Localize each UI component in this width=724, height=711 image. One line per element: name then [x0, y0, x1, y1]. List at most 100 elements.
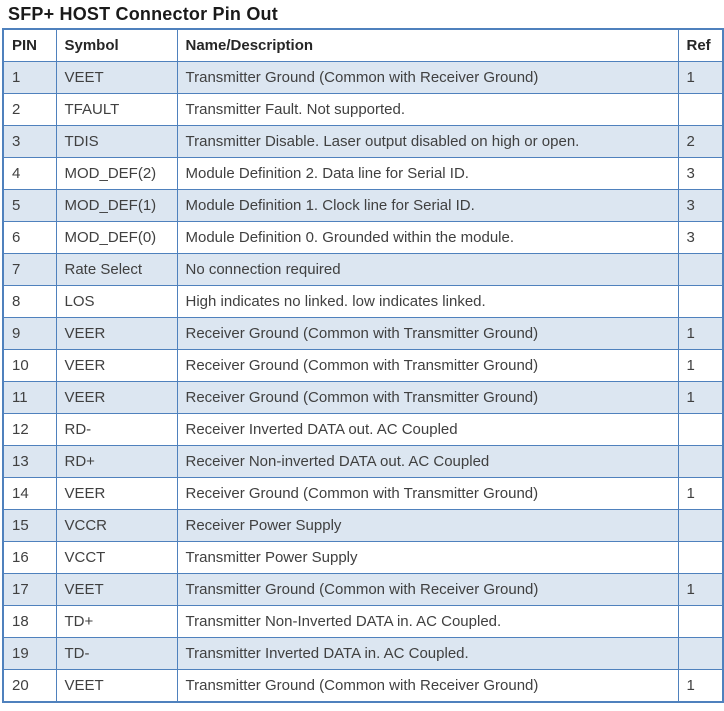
cell-description: Receiver Ground (Common with Transmitter… — [176, 317, 679, 350]
cell-symbol: VEET — [55, 61, 178, 94]
cell-ref: 3 — [677, 189, 724, 222]
cell-description: Transmitter Ground (Common with Receiver… — [176, 573, 679, 606]
cell-symbol: VEER — [55, 317, 178, 350]
table-body: 1 VEET Transmitter Ground (Common with R… — [2, 61, 724, 703]
cell-description: Transmitter Power Supply — [176, 541, 679, 574]
table-row: 19 TD- Transmitter Inverted DATA in. AC … — [2, 637, 724, 670]
cell-ref: 1 — [677, 381, 724, 414]
table-row: 1 VEET Transmitter Ground (Common with R… — [2, 61, 724, 94]
table-row: 15 VCCR Receiver Power Supply — [2, 509, 724, 542]
table-row: 5 MOD_DEF(1) Module Definition 1. Clock … — [2, 189, 724, 222]
cell-symbol: LOS — [55, 285, 178, 318]
cell-pin: 10 — [2, 349, 57, 382]
cell-ref: 1 — [677, 573, 724, 606]
table-row: 6 MOD_DEF(0) Module Definition 0. Ground… — [2, 221, 724, 254]
cell-pin: 16 — [2, 541, 57, 574]
cell-description: Module Definition 2. Data line for Seria… — [176, 157, 679, 190]
cell-ref: 1 — [677, 317, 724, 350]
table-row: 18 TD+ Transmitter Non-Inverted DATA in.… — [2, 605, 724, 638]
table-row: 12 RD- Receiver Inverted DATA out. AC Co… — [2, 413, 724, 446]
cell-pin: 14 — [2, 477, 57, 510]
cell-ref: 1 — [677, 669, 724, 703]
cell-ref — [677, 253, 724, 286]
table-row: 14 VEER Receiver Ground (Common with Tra… — [2, 477, 724, 510]
cell-ref: 1 — [677, 61, 724, 94]
cell-symbol: RD+ — [55, 445, 178, 478]
cell-description: High indicates no linked. low indicates … — [176, 285, 679, 318]
cell-ref — [677, 93, 724, 126]
cell-description: Transmitter Ground (Common with Receiver… — [176, 61, 679, 94]
cell-symbol: VEET — [55, 573, 178, 606]
cell-pin: 3 — [2, 125, 57, 158]
table-row: 13 RD+ Receiver Non-inverted DATA out. A… — [2, 445, 724, 478]
cell-ref: 2 — [677, 125, 724, 158]
table-row: 4 MOD_DEF(2) Module Definition 2. Data l… — [2, 157, 724, 190]
cell-symbol: MOD_DEF(0) — [55, 221, 178, 254]
cell-ref — [677, 541, 724, 574]
cell-symbol: TD- — [55, 637, 178, 670]
table-row: 10 VEER Receiver Ground (Common with Tra… — [2, 349, 724, 382]
cell-ref — [677, 509, 724, 542]
table-row: 8 LOS High indicates no linked. low indi… — [2, 285, 724, 318]
cell-pin: 12 — [2, 413, 57, 446]
cell-symbol: VEER — [55, 349, 178, 382]
page-title: SFP+ HOST Connector Pin Out — [8, 4, 278, 24]
cell-pin: 17 — [2, 573, 57, 606]
cell-description: Receiver Power Supply — [176, 509, 679, 542]
cell-description: Receiver Ground (Common with Transmitter… — [176, 477, 679, 510]
cell-description: Transmitter Disable. Laser output disabl… — [176, 125, 679, 158]
header-description: Name/Description — [176, 28, 679, 62]
cell-pin: 20 — [2, 669, 57, 703]
table-row: 20 VEET Transmitter Ground (Common with … — [2, 669, 724, 703]
cell-pin: 1 — [2, 61, 57, 94]
cell-symbol: VCCT — [55, 541, 178, 574]
cell-pin: 13 — [2, 445, 57, 478]
cell-symbol: VEER — [55, 381, 178, 414]
cell-pin: 9 — [2, 317, 57, 350]
cell-pin: 4 — [2, 157, 57, 190]
table-header-row: PIN Symbol Name/Description Ref — [2, 28, 724, 62]
cell-pin: 19 — [2, 637, 57, 670]
table-row: 9 VEER Receiver Ground (Common with Tran… — [2, 317, 724, 350]
cell-description: Transmitter Non-Inverted DATA in. AC Cou… — [176, 605, 679, 638]
cell-pin: 2 — [2, 93, 57, 126]
cell-description: Module Definition 0. Grounded within the… — [176, 221, 679, 254]
cell-symbol: VCCR — [55, 509, 178, 542]
cell-description: Receiver Ground (Common with Transmitter… — [176, 349, 679, 382]
cell-symbol: TFAULT — [55, 93, 178, 126]
cell-symbol: MOD_DEF(2) — [55, 157, 178, 190]
table-row: 16 VCCT Transmitter Power Supply — [2, 541, 724, 574]
cell-description: Transmitter Fault. Not supported. — [176, 93, 679, 126]
cell-symbol: TDIS — [55, 125, 178, 158]
cell-description: Transmitter Inverted DATA in. AC Coupled… — [176, 637, 679, 670]
cell-ref — [677, 637, 724, 670]
cell-ref — [677, 413, 724, 446]
cell-ref: 3 — [677, 157, 724, 190]
cell-pin: 6 — [2, 221, 57, 254]
cell-pin: 5 — [2, 189, 57, 222]
cell-ref — [677, 445, 724, 478]
cell-description: Receiver Inverted DATA out. AC Coupled — [176, 413, 679, 446]
cell-symbol: VEET — [55, 669, 178, 703]
header-pin: PIN — [2, 28, 57, 62]
cell-symbol: VEER — [55, 477, 178, 510]
pinout-table: PIN Symbol Name/Description Ref 1 VEET T… — [2, 28, 724, 703]
cell-pin: 8 — [2, 285, 57, 318]
header-ref: Ref — [677, 28, 724, 62]
table-row: 11 VEER Receiver Ground (Common with Tra… — [2, 381, 724, 414]
cell-ref — [677, 605, 724, 638]
cell-ref: 1 — [677, 477, 724, 510]
cell-symbol: RD- — [55, 413, 178, 446]
table-row: 17 VEET Transmitter Ground (Common with … — [2, 573, 724, 606]
table-row: 3 TDIS Transmitter Disable. Laser output… — [2, 125, 724, 158]
cell-description: Module Definition 1. Clock line for Seri… — [176, 189, 679, 222]
cell-pin: 18 — [2, 605, 57, 638]
cell-description: Receiver Ground (Common with Transmitter… — [176, 381, 679, 414]
cell-description: No connection required — [176, 253, 679, 286]
cell-symbol: MOD_DEF(1) — [55, 189, 178, 222]
cell-symbol: TD+ — [55, 605, 178, 638]
cell-ref — [677, 285, 724, 318]
cell-pin: 7 — [2, 253, 57, 286]
cell-description: Transmitter Ground (Common with Receiver… — [176, 669, 679, 703]
